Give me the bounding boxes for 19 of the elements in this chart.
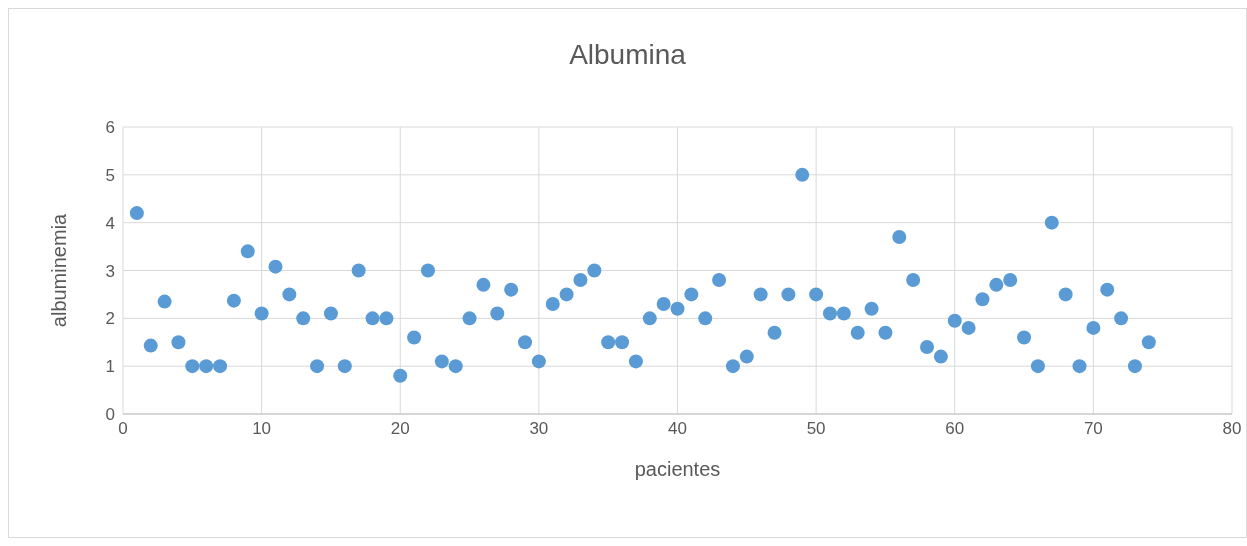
x-tick-label: 0 — [118, 419, 128, 439]
x-tick-label: 80 — [1222, 419, 1242, 439]
x-axis-title: pacientes — [634, 458, 721, 481]
y-tick-label: 5 — [105, 165, 115, 185]
x-tick-label: 10 — [252, 419, 272, 439]
x-tick-label: 50 — [806, 419, 826, 439]
y-tick-label: 3 — [105, 261, 115, 281]
y-tick-label: 1 — [105, 357, 115, 377]
y-tick-label: 6 — [105, 118, 115, 138]
x-tick-label: 60 — [945, 419, 965, 439]
x-tick-label: 40 — [668, 419, 687, 439]
y-tick-label: 2 — [105, 309, 115, 329]
x-tick-label: 30 — [529, 419, 549, 439]
chart-title: Albumina — [568, 39, 687, 71]
y-axis-title: albuminemia — [48, 212, 71, 328]
x-tick-label: 20 — [390, 419, 410, 439]
y-tick-label: 4 — [105, 213, 115, 233]
y-tick-label: 0 — [105, 405, 115, 425]
x-tick-label: 70 — [1083, 419, 1103, 439]
